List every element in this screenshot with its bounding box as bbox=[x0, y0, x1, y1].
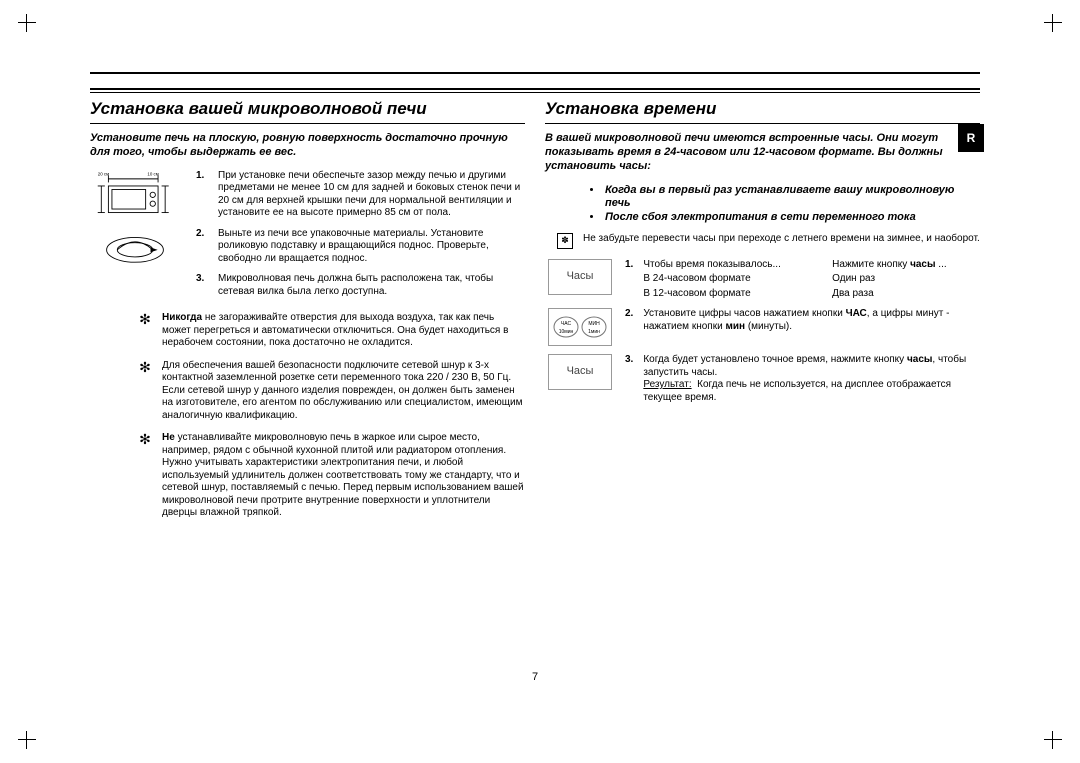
warning-item: ✻ Для обеспечения вашей безопасности под… bbox=[138, 360, 525, 423]
snowflake-icon: ✻ bbox=[138, 312, 152, 350]
svg-text:МИН: МИН bbox=[588, 321, 600, 327]
header-double-rule bbox=[90, 88, 980, 94]
warning-item: ✻ Не устанавливайте микроволновую печь в… bbox=[138, 432, 525, 520]
dst-hint: ✽ Не забудьте перевести часы при переход… bbox=[557, 233, 980, 249]
section-underline bbox=[90, 123, 525, 124]
bullet-list: Когда вы в первый раз устанавливаете ваш… bbox=[545, 184, 980, 225]
snowflake-icon: ✻ bbox=[138, 432, 152, 520]
step-text: Выньте из печи все упаковочные материалы… bbox=[218, 228, 525, 266]
step-text: Когда будет установлено точное время, на… bbox=[643, 354, 980, 404]
step-row: Часы 1. Чтобы время показывалось... Нажм… bbox=[545, 259, 980, 301]
warning-text: Для обеспечения вашей безопасности подкл… bbox=[162, 360, 525, 423]
svg-text:10 см: 10 см bbox=[147, 171, 158, 176]
step-text: При установке печи обеспечьте зазор межд… bbox=[218, 170, 525, 220]
list-number: 3. bbox=[625, 354, 633, 404]
list-number: 1. bbox=[625, 259, 633, 301]
crop-mark bbox=[1044, 14, 1062, 32]
svg-text:ЧАС: ЧАС bbox=[561, 321, 572, 327]
bullet-item: После сбоя электропитания в сети перемен… bbox=[603, 211, 980, 225]
page-frame: R Установка вашей микроволновой печи Уст… bbox=[90, 72, 980, 693]
left-column: Установка вашей микроволновой печи Устан… bbox=[90, 96, 525, 530]
step-text: Установите цифры часов нажатием кнопки Ч… bbox=[643, 308, 980, 333]
format-table: Чтобы время показывалось... Нажмите кноп… bbox=[643, 259, 980, 301]
section-underline bbox=[545, 123, 980, 124]
warning-item: ✻ Никогда не загораживайте отверстия для… bbox=[138, 312, 525, 350]
list-number: 3. bbox=[196, 273, 208, 298]
hour-min-buttons-icon: ЧАС 10мин МИН 1мин bbox=[548, 308, 612, 346]
clock-button-icon: Часы bbox=[548, 354, 612, 390]
hint-text: Не забудьте перевести часы при переходе … bbox=[583, 233, 980, 249]
page-number: 7 bbox=[90, 671, 980, 685]
step-row: ЧАС 10мин МИН 1мин 2. Установите цифры ч… bbox=[545, 308, 980, 346]
list-item: 3. Микроволновая печь должна быть распол… bbox=[196, 273, 525, 298]
svg-text:20 см: 20 см bbox=[98, 171, 109, 176]
list-number: 2. bbox=[625, 308, 633, 333]
bullet-item: Когда вы в первый раз устанавливаете ваш… bbox=[603, 184, 980, 212]
intro-text: В вашей микроволновой печи имеются встро… bbox=[545, 132, 980, 173]
crop-mark bbox=[18, 731, 36, 749]
warning-text: Не устанавливайте микроволновую печь в ж… bbox=[162, 432, 525, 520]
warning-text: Никогда не загораживайте отверстия для в… bbox=[162, 312, 525, 350]
section-title-set-time: Установка времени bbox=[545, 98, 980, 119]
step-row: Часы 3. Когда будет установлено точное в… bbox=[545, 354, 980, 404]
svg-text:1мин: 1мин bbox=[588, 329, 600, 335]
list-item: 2. Выньте из печи все упаковочные матери… bbox=[196, 228, 525, 266]
intro-text: Установите печь на плоскую, ровную повер… bbox=[90, 132, 525, 160]
note-icon: ✽ bbox=[557, 233, 573, 249]
crop-mark bbox=[1044, 731, 1062, 749]
clearance-diagram: 20 см 10 см bbox=[90, 170, 180, 272]
svg-text:10мин: 10мин bbox=[559, 329, 574, 335]
clock-button-icon: Часы bbox=[548, 259, 612, 295]
step-text: Микроволновая печь должна быть расположе… bbox=[218, 273, 525, 298]
section-title-install-oven: Установка вашей микроволновой печи bbox=[90, 98, 525, 119]
crop-mark bbox=[18, 14, 36, 32]
right-column: Установка времени В вашей микроволновой … bbox=[545, 96, 980, 530]
list-item: 1. При установке печи обеспечьте зазор м… bbox=[196, 170, 525, 220]
list-number: 2. bbox=[196, 228, 208, 266]
language-tab: R bbox=[958, 124, 984, 152]
list-number: 1. bbox=[196, 170, 208, 220]
snowflake-icon: ✻ bbox=[138, 360, 152, 423]
